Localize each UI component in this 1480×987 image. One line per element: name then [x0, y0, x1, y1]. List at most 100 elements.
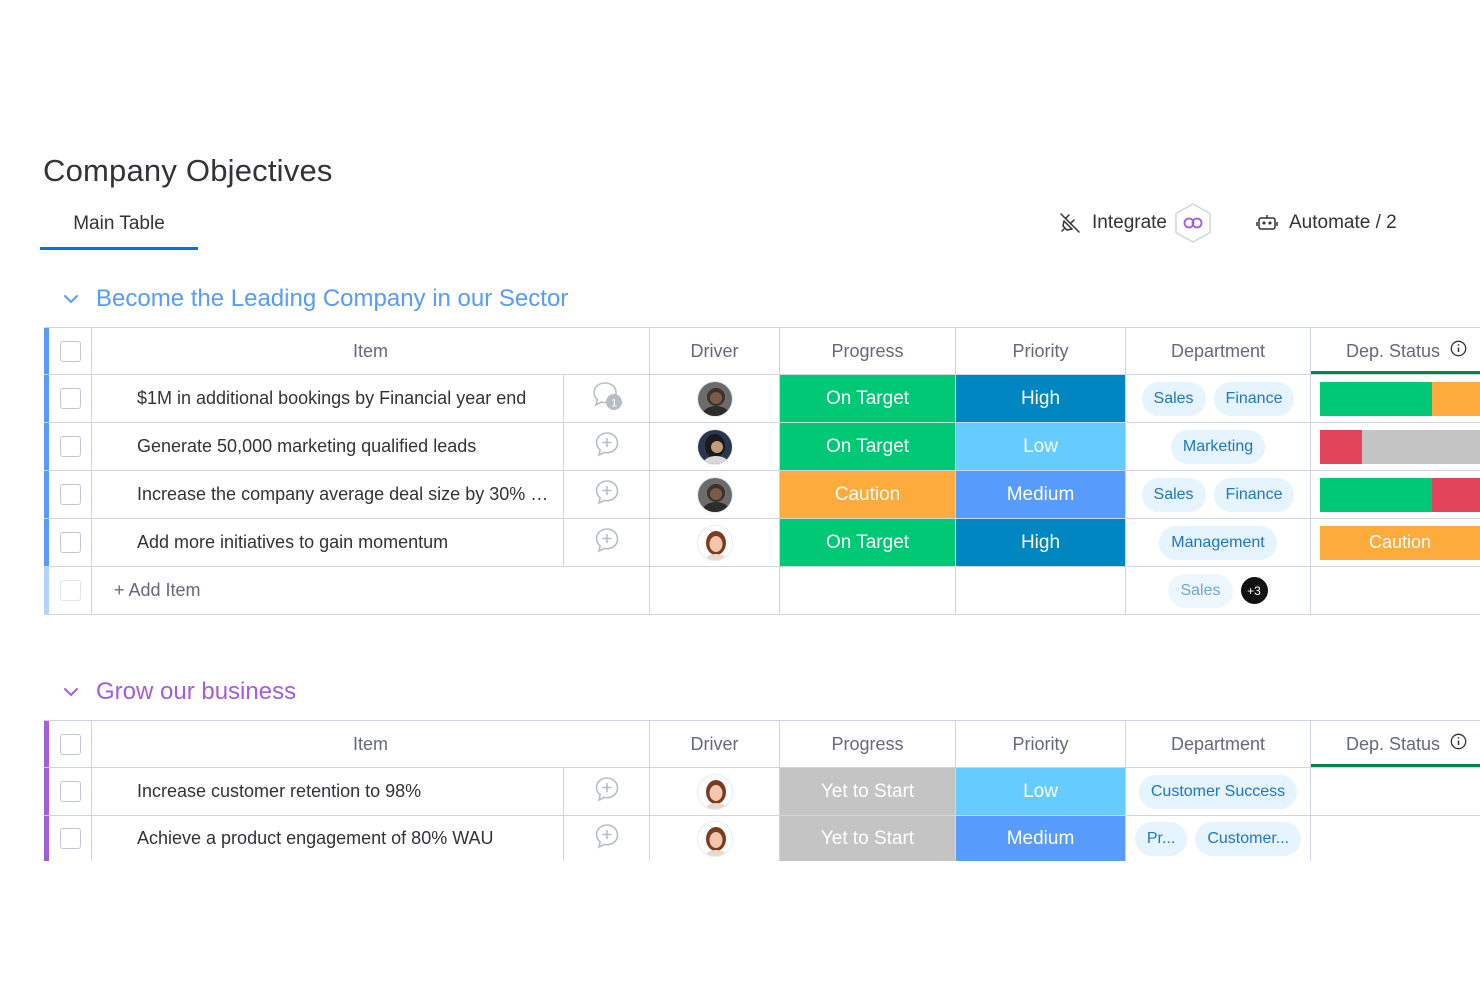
group-title[interactable]: Grow our business — [96, 678, 297, 705]
avatar[interactable] — [696, 428, 733, 465]
column-header-item[interactable]: Item — [92, 721, 650, 767]
column-header-dep-status[interactable]: Dep. Status — [1311, 328, 1480, 374]
priority-status[interactable]: Medium — [956, 471, 1126, 518]
item-name[interactable]: Add more initiatives to gain momentum — [92, 519, 564, 566]
priority-status[interactable]: Medium — [956, 816, 1126, 861]
info-icon[interactable] — [1450, 733, 1467, 755]
dep-status-cell[interactable] — [1311, 423, 1480, 470]
table-row[interactable]: Increase the company average deal size b… — [44, 471, 1480, 519]
department-tag[interactable]: Pr... — [1134, 821, 1188, 856]
avatar[interactable] — [696, 380, 733, 417]
tab-main-table[interactable]: Main Table — [40, 208, 198, 250]
column-header-dep-status[interactable]: Dep. Status — [1311, 721, 1480, 767]
progress-status[interactable]: On Target — [780, 519, 956, 566]
column-header-priority[interactable]: Priority — [956, 328, 1126, 374]
row-checkbox[interactable] — [59, 436, 81, 457]
department-tag[interactable]: Marketing — [1170, 429, 1266, 464]
dep-status-cell[interactable] — [1311, 768, 1480, 815]
row-checkbox[interactable] — [59, 828, 81, 849]
department-tag[interactable]: Sales — [1168, 573, 1233, 608]
chevron-down-icon[interactable] — [58, 679, 84, 705]
dep-status-cell[interactable] — [1311, 816, 1480, 861]
avatar[interactable] — [696, 820, 733, 857]
updates-button[interactable] — [564, 471, 650, 518]
group-color-bar — [44, 328, 49, 374]
department-tag[interactable]: Sales — [1141, 477, 1206, 512]
column-header-item[interactable]: Item — [92, 328, 650, 374]
priority-status[interactable]: High — [956, 375, 1126, 422]
progress-status[interactable]: Yet to Start — [780, 816, 956, 861]
priority-status[interactable]: High — [956, 519, 1126, 566]
department-tag[interactable]: Customer Success — [1138, 774, 1298, 809]
group-title[interactable]: Become the Leading Company in our Sector — [96, 285, 569, 312]
item-name[interactable]: Increase the company average deal size b… — [92, 471, 564, 518]
department-cell[interactable]: Customer Success — [1126, 768, 1311, 815]
driver-cell[interactable] — [650, 375, 780, 422]
driver-cell[interactable] — [650, 768, 780, 815]
progress-status[interactable]: On Target — [780, 375, 956, 422]
item-name[interactable]: $1M in additional bookings by Financial … — [92, 375, 564, 422]
integrate-button[interactable]: Integrate — [1058, 202, 1213, 244]
department-tag[interactable]: Customer... — [1195, 821, 1302, 856]
add-item-button[interactable]: + Add Item — [114, 580, 201, 600]
table-row[interactable]: Achieve a product engagement of 80% WAU … — [44, 816, 1480, 861]
progress-status[interactable]: On Target — [780, 423, 956, 470]
column-header-department[interactable]: Department — [1126, 328, 1311, 374]
chevron-down-icon[interactable] — [58, 286, 84, 312]
updates-button[interactable] — [564, 423, 650, 470]
automate-button[interactable]: Automate / 2 — [1255, 202, 1397, 244]
updates-button[interactable] — [564, 768, 650, 815]
table-row[interactable]: Generate 50,000 marketing qualified lead… — [44, 423, 1480, 471]
department-cell[interactable]: Management — [1126, 519, 1311, 566]
column-header-driver[interactable]: Driver — [650, 328, 780, 374]
table-row[interactable]: $1M in additional bookings by Financial … — [44, 375, 1480, 423]
dep-status-cell[interactable]: Caution — [1311, 519, 1480, 566]
driver-cell[interactable] — [650, 423, 780, 470]
department-tag[interactable]: Finance — [1213, 381, 1295, 416]
item-name[interactable]: Achieve a product engagement of 80% WAU — [92, 816, 564, 861]
department-cell[interactable]: Pr... Customer... — [1126, 816, 1311, 861]
row-checkbox[interactable] — [59, 388, 81, 409]
driver-cell[interactable] — [650, 471, 780, 518]
driver-cell[interactable] — [650, 519, 780, 566]
column-header-priority[interactable]: Priority — [956, 721, 1126, 767]
row-checkbox[interactable] — [59, 532, 81, 553]
department-cell[interactable]: Sales Finance — [1126, 375, 1311, 422]
item-name[interactable]: Generate 50,000 marketing qualified lead… — [92, 423, 564, 470]
avatar[interactable] — [696, 773, 733, 810]
row-checkbox[interactable] — [59, 781, 81, 802]
priority-status[interactable]: Low — [956, 768, 1126, 815]
group-header[interactable]: Become the Leading Company in our Sector — [58, 285, 568, 313]
progress-status[interactable]: Caution — [780, 471, 956, 518]
row-checkbox[interactable] — [59, 484, 81, 505]
select-all-checkbox[interactable] — [59, 340, 81, 362]
table-row[interactable]: Increase customer retention to 98% Yet t… — [44, 768, 1480, 816]
column-header-progress[interactable]: Progress — [780, 721, 956, 767]
item-name[interactable]: Increase customer retention to 98% — [92, 768, 564, 815]
department-tag[interactable]: Sales — [1141, 381, 1206, 416]
column-header-department[interactable]: Department — [1126, 721, 1311, 767]
column-header-progress[interactable]: Progress — [780, 328, 956, 374]
department-summary[interactable]: Sales +3 — [1126, 567, 1311, 614]
table-row[interactable]: Add more initiatives to gain momentum On… — [44, 519, 1480, 567]
group-header[interactable]: Grow our business — [58, 678, 296, 706]
department-tag[interactable]: Management — [1159, 525, 1277, 560]
more-count-badge[interactable]: +3 — [1240, 577, 1268, 604]
updates-button[interactable]: 1 — [564, 375, 650, 422]
department-tag[interactable]: Finance — [1213, 477, 1295, 512]
department-cell[interactable]: Sales Finance — [1126, 471, 1311, 518]
info-icon[interactable] — [1450, 340, 1467, 362]
department-cell[interactable]: Marketing — [1126, 423, 1311, 470]
progress-status[interactable]: Yet to Start — [780, 768, 956, 815]
priority-status[interactable]: Low — [956, 423, 1126, 470]
dep-status-cell[interactable] — [1311, 471, 1480, 518]
driver-cell[interactable] — [650, 816, 780, 861]
column-header-driver[interactable]: Driver — [650, 721, 780, 767]
dep-status-cell[interactable] — [1311, 375, 1480, 422]
updates-button[interactable] — [564, 816, 650, 861]
add-item-cell[interactable]: + Add Item — [92, 567, 650, 614]
avatar[interactable] — [696, 476, 733, 513]
avatar[interactable] — [696, 524, 733, 561]
select-all-checkbox[interactable] — [59, 733, 81, 755]
updates-button[interactable] — [564, 519, 650, 566]
